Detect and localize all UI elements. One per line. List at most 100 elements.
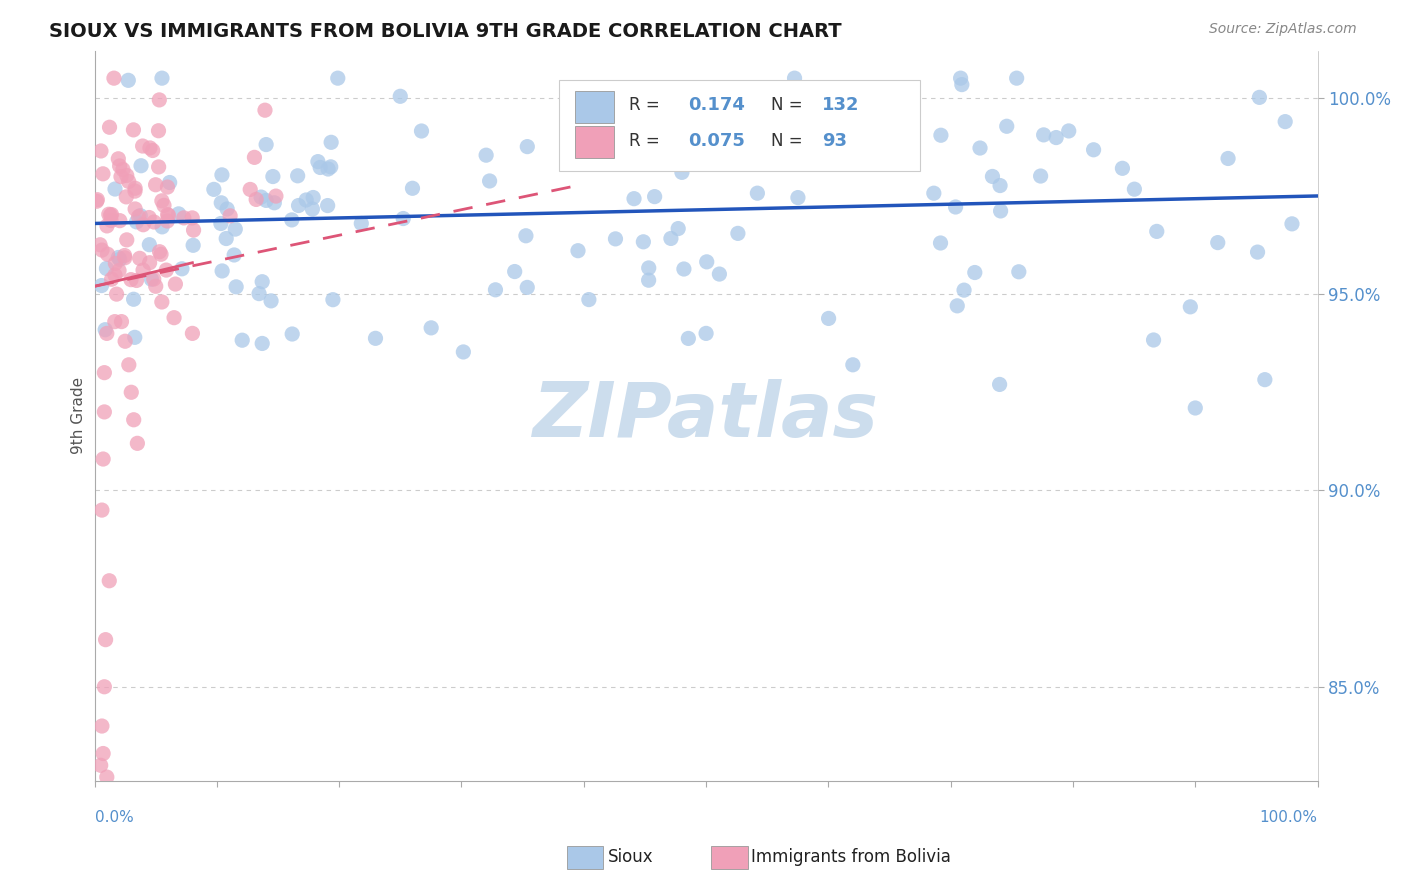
- Point: [1206, 235, 1229, 250]
- Point: [90, 719, 112, 733]
- Point: [302, 190, 325, 204]
- Point: [945, 200, 967, 214]
- Point: [111, 162, 134, 177]
- Point: [103, 71, 125, 86]
- Point: [91, 747, 114, 761]
- Point: [264, 189, 287, 203]
- Point: [950, 78, 973, 92]
- Point: [100, 272, 122, 286]
- Point: [90, 278, 112, 293]
- Text: 93: 93: [823, 131, 848, 150]
- Point: [225, 280, 247, 294]
- Point: [138, 211, 160, 225]
- Point: [650, 117, 672, 131]
- Point: [150, 247, 173, 261]
- Point: [139, 141, 162, 155]
- Point: [91, 452, 114, 467]
- Y-axis label: 9th Grade: 9th Grade: [72, 377, 86, 454]
- Point: [107, 152, 129, 166]
- Point: [155, 263, 177, 277]
- Point: [86, 194, 108, 209]
- Point: [262, 169, 284, 184]
- Point: [132, 218, 155, 232]
- Point: [94, 632, 117, 647]
- Point: [929, 128, 952, 143]
- Point: [90, 144, 112, 158]
- Text: Source: ZipAtlas.com: Source: ZipAtlas.com: [1209, 22, 1357, 37]
- Point: [110, 169, 132, 184]
- Point: [1008, 265, 1031, 279]
- Point: [217, 202, 239, 216]
- Point: [96, 770, 118, 784]
- Point: [1184, 401, 1206, 415]
- Point: [122, 292, 145, 306]
- Point: [128, 252, 150, 266]
- Point: [93, 680, 115, 694]
- Point: [516, 280, 538, 294]
- Point: [202, 182, 225, 196]
- Point: [747, 186, 769, 201]
- Point: [181, 211, 204, 225]
- Point: [721, 115, 744, 129]
- Point: [150, 219, 173, 234]
- Point: [153, 198, 176, 212]
- Point: [167, 207, 190, 221]
- Text: Sioux: Sioux: [607, 848, 652, 866]
- Point: [1146, 224, 1168, 238]
- Point: [219, 209, 242, 223]
- Point: [224, 248, 246, 262]
- Text: 100.0%: 100.0%: [1260, 810, 1317, 825]
- Point: [150, 194, 173, 208]
- Point: [578, 293, 600, 307]
- Point: [239, 182, 262, 196]
- Point: [96, 326, 118, 341]
- Point: [949, 71, 972, 86]
- Text: 0.075: 0.075: [688, 131, 745, 150]
- Point: [104, 182, 127, 196]
- Point: [515, 228, 537, 243]
- Point: [969, 141, 991, 155]
- Point: [981, 169, 1004, 184]
- Point: [91, 243, 114, 257]
- Point: [898, 145, 921, 159]
- Point: [364, 331, 387, 345]
- FancyBboxPatch shape: [575, 91, 614, 123]
- Point: [503, 264, 526, 278]
- Point: [91, 167, 114, 181]
- Point: [96, 261, 118, 276]
- Text: N =: N =: [770, 131, 803, 150]
- Text: Immigrants from Bolivia: Immigrants from Bolivia: [751, 848, 950, 866]
- Point: [247, 286, 270, 301]
- Point: [100, 213, 122, 227]
- Point: [141, 272, 163, 286]
- Point: [389, 89, 412, 103]
- Text: SIOUX VS IMMIGRANTS FROM BOLIVIA 9TH GRADE CORRELATION CHART: SIOUX VS IMMIGRANTS FROM BOLIVIA 9TH GRA…: [49, 22, 842, 41]
- Point: [120, 273, 142, 287]
- Point: [245, 193, 267, 207]
- Point: [181, 326, 204, 341]
- Point: [181, 238, 204, 252]
- Point: [110, 315, 132, 329]
- Point: [224, 222, 246, 236]
- Point: [281, 326, 304, 341]
- Point: [321, 136, 343, 150]
- Point: [114, 334, 136, 349]
- Point: [243, 150, 266, 164]
- Point: [145, 178, 167, 192]
- Point: [988, 377, 1011, 392]
- Point: [1123, 182, 1146, 196]
- Point: [605, 232, 627, 246]
- Point: [114, 248, 136, 262]
- Point: [129, 209, 152, 223]
- Point: [295, 193, 318, 207]
- Point: [287, 169, 309, 183]
- FancyBboxPatch shape: [575, 126, 614, 158]
- Point: [841, 120, 863, 134]
- Point: [411, 124, 433, 138]
- Point: [156, 180, 179, 194]
- Point: [96, 247, 118, 261]
- Point: [231, 333, 253, 347]
- Point: [260, 293, 283, 308]
- Point: [104, 256, 127, 270]
- Point: [709, 267, 731, 281]
